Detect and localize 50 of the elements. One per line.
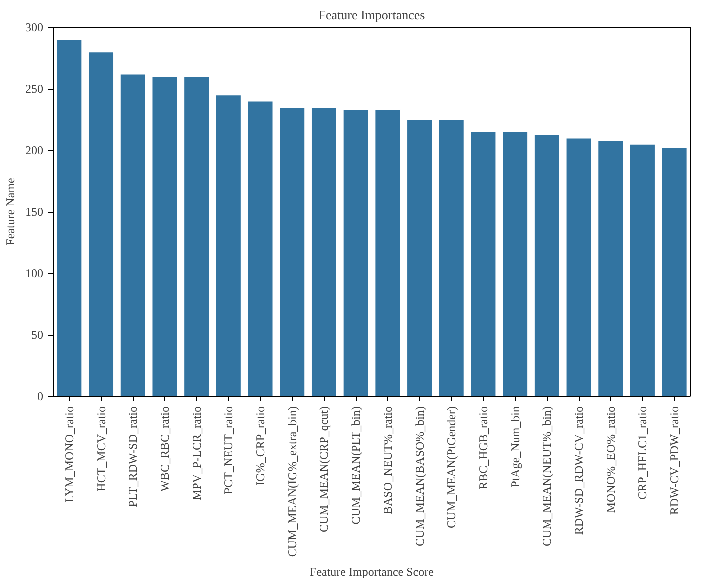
y-tick-label: 200	[26, 144, 44, 158]
bar	[566, 138, 592, 396]
bar	[215, 94, 242, 396]
x-tick-label: CUM_MEAN(PLT_bin)	[349, 406, 364, 525]
bar	[534, 134, 560, 396]
bar	[88, 52, 115, 396]
bar	[247, 100, 274, 396]
bar	[184, 76, 210, 396]
bar	[598, 140, 624, 396]
bar	[374, 109, 402, 396]
bar	[470, 132, 497, 396]
bar	[152, 76, 178, 396]
x-tick-label: PtAge_Num_bin	[508, 406, 522, 488]
bar	[661, 148, 688, 396]
x-tick-label: PCT_NEUT_ratio	[222, 406, 236, 494]
bar	[310, 106, 338, 396]
bar	[120, 74, 146, 396]
x-tick-label: PLT_RDW-SD_ratio	[126, 406, 140, 508]
y-tick-label: 100	[26, 266, 44, 280]
x-tick-label: CUM_MEAN(CRP_qcut)	[317, 406, 332, 533]
x-tick-label: CUM_MEAN(NEUT%_bin)	[540, 406, 554, 546]
x-tick-label: CUM_MEAN(IG%_extra_bin)	[285, 406, 300, 558]
x-axis-title: Feature Importance Score	[310, 565, 434, 580]
bar	[629, 144, 656, 396]
x-tick-label: IG%_CRP_ratio	[254, 406, 268, 486]
bar	[56, 39, 83, 396]
x-tick-label: MPV_P-LCR_ratio	[190, 406, 204, 501]
x-tick-label: RDW-CV_PDW_ratio	[668, 406, 682, 516]
x-tick-label: BASO_NEUT%_ratio	[380, 406, 395, 514]
x-tick-label: CUM_MEAN(BASO%_bin)	[412, 406, 427, 547]
bar	[438, 119, 465, 396]
bar	[406, 119, 434, 396]
x-tick-label: CUM_MEAN(PtGender)	[444, 406, 459, 528]
x-tick-label: WBC_RBC_ratio	[158, 406, 172, 492]
bar	[502, 132, 529, 396]
y-tick-label: 150	[26, 205, 44, 219]
y-tick-label: 0	[38, 390, 44, 404]
x-tick-label: HCT_MCV_ratio	[94, 406, 108, 492]
x-tick-label: CRP_HFLC1_ratio	[636, 406, 650, 500]
y-tick-label: 300	[26, 20, 44, 34]
y-axis-title: Feature Name	[4, 178, 18, 246]
y-tick-label: 250	[26, 82, 44, 96]
bar	[279, 106, 306, 396]
x-tick-label: RBC_HGB_ratio	[476, 406, 490, 490]
x-tick-label: RDW-SD_RDW-CV_ratio	[572, 406, 586, 536]
y-tick-label: 50	[32, 328, 44, 342]
x-tick-label: LYM_MONO_ratio	[62, 406, 76, 503]
bar	[342, 109, 370, 396]
x-tick-label: MONO%_EO%_ratio	[604, 406, 618, 514]
chart-title: Feature Importances	[318, 8, 426, 22]
